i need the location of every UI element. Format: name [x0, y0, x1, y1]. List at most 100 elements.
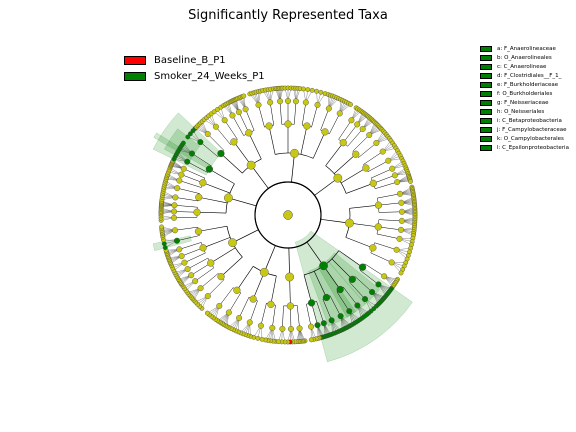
branch-line: [320, 218, 350, 224]
branch-line: [250, 164, 269, 189]
clade-legend-swatch: [480, 45, 492, 52]
branch-line: [306, 304, 312, 327]
branch-line: [313, 271, 327, 298]
taxon-node: [307, 299, 316, 307]
taxon-node: [348, 117, 355, 124]
branch-line: [232, 229, 259, 243]
branch-line: [338, 120, 352, 140]
taxon-node: [354, 302, 361, 309]
branch-line: [207, 279, 225, 297]
taxon-node: [172, 194, 179, 201]
branch-line: [329, 113, 340, 135]
branch-line: [297, 305, 300, 329]
branch-line: [269, 102, 275, 126]
taxon-node: [161, 241, 167, 247]
clade-legend-label: i: C_Betaproteobacteria: [497, 117, 562, 124]
taxon-node: [159, 224, 164, 230]
clade-legend-label: g: F_Neisseriaceae: [497, 99, 549, 106]
branch-line: [175, 197, 199, 202]
branch-line: [174, 211, 198, 213]
taxon-node: [267, 99, 274, 106]
branch-line: [174, 226, 198, 231]
branch-line: [219, 287, 234, 307]
branch-line: [343, 287, 358, 306]
taxon-node: [265, 122, 273, 130]
taxon-node: [388, 259, 395, 266]
taxon-node: [212, 123, 219, 130]
taxon-node: [374, 223, 382, 231]
taxon-node: [255, 101, 262, 108]
taxon-node: [178, 253, 185, 260]
taxon-node: [267, 300, 275, 308]
clade-legend-entry: c: C_Anaerolineae: [480, 62, 569, 71]
branch-line: [343, 124, 358, 143]
taxon-node: [176, 177, 183, 184]
taxon-node: [374, 201, 383, 209]
branch-line: [282, 305, 284, 329]
branch-line: [260, 303, 267, 326]
clade-legend-swatch: [480, 126, 492, 133]
branch-line: [200, 141, 219, 158]
branch-line: [323, 265, 341, 290]
taxon-node: [246, 160, 256, 170]
legend-entry-smoker: Smoker_24_Weeks_P1: [124, 68, 265, 84]
taxon-node: [321, 128, 329, 136]
branch-line: [191, 262, 211, 276]
clade-legend-swatch: [480, 72, 492, 79]
branch-line: [176, 235, 200, 242]
taxon-node: [398, 270, 404, 276]
branch-line: [338, 250, 363, 268]
branch-line: [209, 168, 235, 185]
clade-legend-label: d: F_Clostridiales__F_1_: [497, 72, 562, 79]
taxon-node: [269, 324, 276, 331]
branch-line: [311, 104, 318, 128]
branch-line: [329, 295, 341, 317]
taxon-node: [396, 235, 403, 242]
branch-line: [198, 196, 228, 204]
taxon-node: [308, 337, 314, 343]
taxon-node: [279, 325, 286, 332]
branch-line: [294, 101, 297, 125]
taxon-node: [292, 98, 299, 105]
branch-line: [198, 225, 228, 232]
taxon-node: [373, 139, 380, 146]
branch-line: [174, 216, 198, 219]
taxon-node: [337, 313, 344, 320]
taxon-node: [173, 237, 180, 244]
branch-line: [291, 153, 295, 183]
taxon-node: [314, 101, 321, 108]
taxon-node: [215, 107, 220, 112]
taxon-node: [325, 105, 332, 112]
clade-legend-entry: h: O_Neisseriales: [480, 107, 569, 116]
taxon-node: [180, 165, 187, 172]
clade-legend-label: j: F_Campylobacteraceae: [497, 126, 567, 133]
taxon-node: [225, 309, 232, 316]
legend-swatch-baseline: [124, 55, 146, 65]
taxon-node: [224, 193, 233, 203]
taxon-node: [205, 165, 213, 173]
taxon-node: [391, 172, 398, 179]
branch-line: [303, 274, 312, 303]
taxon-node: [255, 335, 261, 341]
taxon-node: [171, 214, 178, 221]
branch-line: [312, 131, 326, 159]
taxon-node: [233, 286, 241, 294]
branch-line: [183, 168, 205, 179]
clade-highlight: [152, 235, 192, 252]
branch-line: [249, 300, 258, 323]
taxon-node: [246, 319, 253, 326]
taxon-node: [328, 317, 335, 324]
clade-legend-swatch: [480, 81, 492, 88]
branch-line: [349, 222, 379, 228]
taxon-node: [199, 179, 207, 187]
branch-line: [349, 204, 379, 209]
branch-line: [194, 267, 215, 282]
branch-line: [373, 175, 395, 184]
root-ring: [254, 181, 322, 249]
taxon-node: [207, 259, 215, 267]
taxon-node: [314, 88, 319, 94]
branch-arc: [254, 181, 289, 230]
taxon-node: [318, 89, 324, 95]
taxon-node: [358, 263, 367, 271]
branch-line: [184, 252, 206, 263]
